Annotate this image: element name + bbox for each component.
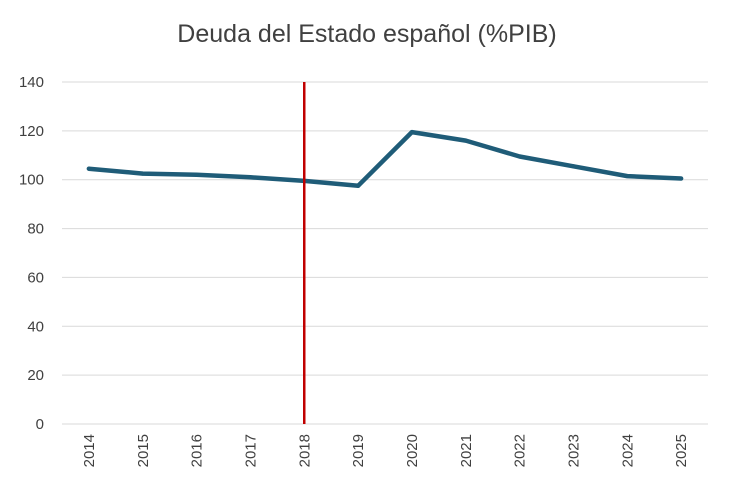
chart-title: Deuda del Estado español (%PIB)	[177, 20, 557, 48]
x-tick-label: 2023	[565, 434, 582, 467]
x-tick-label: 2016	[189, 434, 206, 467]
y-tick-label: 0	[36, 416, 44, 433]
x-tick-label: 2015	[135, 434, 152, 467]
data-point	[356, 183, 361, 188]
data-point	[463, 138, 468, 143]
x-tick-label: 2022	[512, 434, 529, 467]
data-point	[140, 171, 145, 176]
data-point	[625, 174, 630, 179]
x-tick-label: 2020	[404, 434, 421, 467]
x-tick-label: 2014	[81, 434, 98, 467]
y-tick-label: 120	[19, 123, 44, 140]
data-point	[571, 164, 576, 169]
data-point	[194, 172, 199, 177]
x-tick-label: 2025	[673, 434, 690, 467]
y-tick-label: 140	[19, 74, 44, 91]
x-tick-label: 2021	[458, 434, 475, 467]
y-tick-label: 20	[27, 367, 44, 384]
data-point	[679, 176, 684, 181]
x-tick-label: 2024	[619, 434, 636, 467]
y-tick-label: 40	[27, 318, 44, 335]
y-tick-label: 60	[27, 269, 44, 286]
x-tick-label: 2017	[242, 434, 259, 467]
x-tick-label: 2019	[350, 434, 367, 467]
data-point	[86, 166, 91, 171]
y-tick-label: 100	[19, 172, 44, 189]
data-point	[248, 175, 253, 180]
y-tick-label: 80	[27, 221, 44, 238]
x-tick-label: 2018	[296, 434, 313, 467]
series-line	[86, 129, 684, 189]
data-point	[517, 154, 522, 159]
data-point	[409, 130, 414, 135]
